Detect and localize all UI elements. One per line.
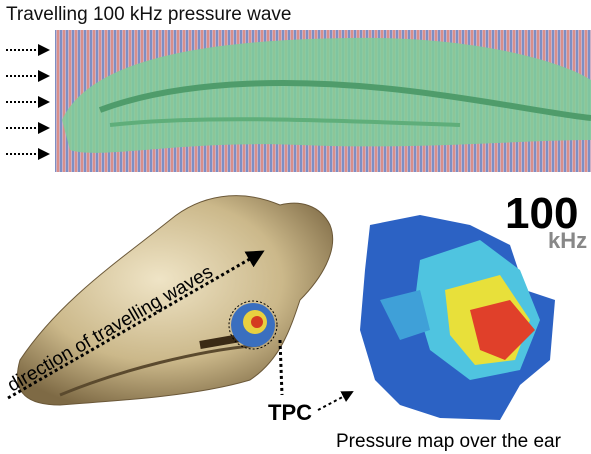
tpc-pointer (280, 340, 282, 395)
incoming-arrows (6, 50, 48, 154)
page: {"top_panel": {"title": "Travelling 100 … (0, 0, 591, 454)
tpc-label: TPC (268, 400, 312, 425)
frequency-unit: kHz (548, 228, 587, 253)
tpc-arrow (318, 392, 352, 410)
map-caption: Pressure map over the ear (336, 431, 562, 452)
top-title: Travelling 100 kHz pressure wave (6, 4, 291, 25)
pressure-map (360, 215, 555, 420)
wave-panel (55, 30, 591, 172)
figure: Travelling 100 kHz pressure wave directi… (0, 0, 591, 454)
